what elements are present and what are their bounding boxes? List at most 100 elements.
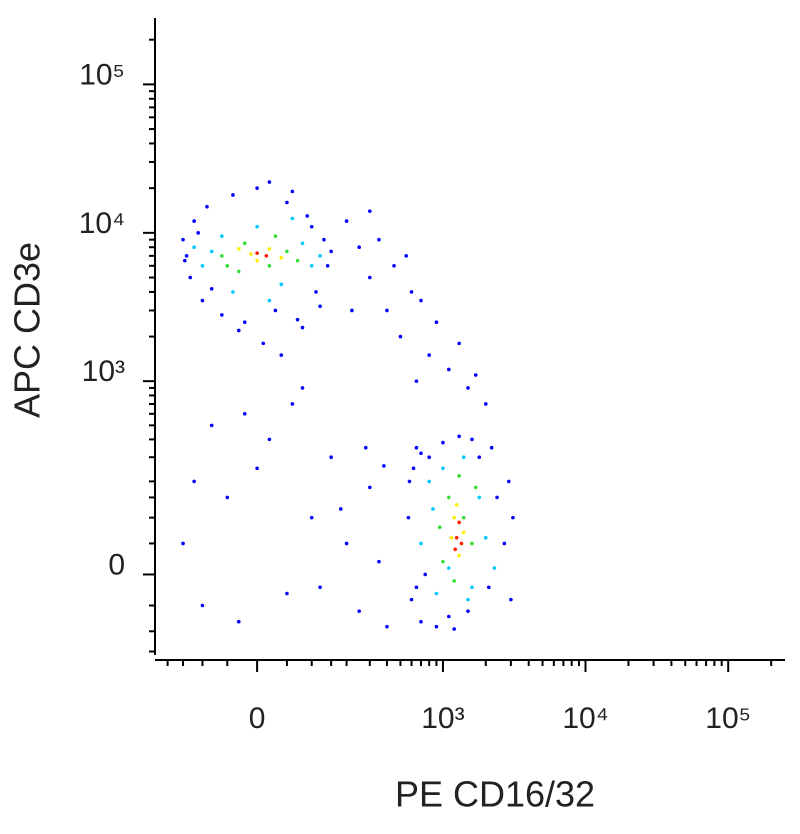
event-dot bbox=[314, 290, 318, 294]
event-dot bbox=[454, 535, 459, 540]
event-dot bbox=[368, 209, 372, 213]
event-dot bbox=[466, 386, 470, 390]
event-dot bbox=[295, 317, 300, 322]
event-dot bbox=[477, 495, 482, 500]
event-dot bbox=[267, 247, 272, 251]
event-dot bbox=[392, 263, 396, 268]
event-dot bbox=[447, 566, 451, 570]
event-dot bbox=[231, 290, 235, 294]
x-tick-label: 10⁴ bbox=[562, 702, 608, 735]
event-dot bbox=[427, 479, 431, 484]
event-dot bbox=[385, 308, 389, 313]
event-dot bbox=[255, 224, 259, 229]
event-dot bbox=[290, 402, 295, 406]
event-dot bbox=[344, 219, 349, 223]
event-dot bbox=[309, 224, 314, 229]
event-dot bbox=[363, 445, 368, 450]
event-dot bbox=[427, 455, 431, 460]
event-dot bbox=[242, 412, 247, 416]
event-dot bbox=[338, 507, 343, 511]
event-dot bbox=[406, 515, 411, 520]
event-dot bbox=[502, 541, 507, 546]
event-dot bbox=[449, 535, 454, 540]
event-dot bbox=[225, 495, 230, 500]
event-dot bbox=[205, 204, 209, 209]
event-dot bbox=[419, 451, 423, 456]
event-dot bbox=[407, 479, 412, 484]
event-dot bbox=[267, 263, 272, 268]
event-dot bbox=[489, 445, 494, 450]
event-dot bbox=[220, 254, 224, 258]
event-dot bbox=[236, 328, 241, 333]
event-dot bbox=[477, 455, 482, 460]
event-dot bbox=[255, 258, 259, 263]
event-dot bbox=[255, 251, 259, 255]
event-dot bbox=[279, 255, 284, 260]
event-dot bbox=[192, 245, 196, 250]
event-dot bbox=[419, 298, 423, 303]
event-dot bbox=[423, 572, 428, 577]
event-dot bbox=[385, 624, 389, 629]
event-dot bbox=[329, 249, 333, 254]
event-dot bbox=[305, 214, 310, 218]
event-dot bbox=[506, 479, 511, 484]
event-dot bbox=[483, 535, 488, 540]
event-dot bbox=[267, 298, 272, 303]
x-axis-label: PE CD16/32 bbox=[395, 774, 595, 815]
event-dot bbox=[454, 503, 459, 507]
event-dot bbox=[318, 585, 322, 590]
event-dot bbox=[483, 402, 488, 406]
event-dot bbox=[466, 609, 470, 613]
event-dot bbox=[461, 455, 466, 460]
event-dot bbox=[447, 614, 451, 619]
x-tick-label: 0 bbox=[249, 702, 266, 735]
event-dot bbox=[492, 566, 497, 570]
event-dot bbox=[318, 304, 322, 309]
event-dot bbox=[329, 455, 333, 460]
event-dot bbox=[466, 597, 470, 602]
event-dot bbox=[192, 479, 196, 484]
event-dot bbox=[447, 495, 451, 500]
event-dot bbox=[309, 515, 314, 520]
event-dot bbox=[437, 525, 442, 530]
event-dot bbox=[452, 515, 456, 520]
event-dot bbox=[249, 252, 253, 256]
event-dot bbox=[242, 241, 247, 246]
event-dot bbox=[441, 440, 445, 445]
event-dot bbox=[236, 269, 241, 274]
event-dot bbox=[220, 234, 224, 238]
event-dot bbox=[273, 234, 278, 238]
event-dot bbox=[261, 341, 266, 346]
event-dot bbox=[473, 485, 478, 490]
event-dot bbox=[184, 254, 189, 258]
event-dot bbox=[434, 320, 439, 325]
event-dot bbox=[452, 579, 456, 583]
event-dot bbox=[452, 627, 456, 631]
event-dot bbox=[196, 231, 200, 235]
event-dot bbox=[441, 466, 445, 471]
event-dot bbox=[457, 520, 461, 525]
x-tick-label: 10⁵ bbox=[705, 702, 751, 735]
event-dot bbox=[200, 298, 205, 303]
event-dot bbox=[509, 597, 513, 602]
event-dot bbox=[285, 249, 289, 254]
event-dot bbox=[285, 200, 289, 205]
event-dot bbox=[461, 530, 466, 535]
event-dot bbox=[181, 237, 185, 242]
y-tick-label: 10³ bbox=[82, 355, 125, 388]
event-dot bbox=[285, 591, 289, 596]
y-tick-label: 0 bbox=[108, 548, 125, 581]
event-dot bbox=[181, 541, 185, 546]
event-dot bbox=[300, 386, 305, 390]
event-dot bbox=[457, 553, 461, 558]
event-dot bbox=[325, 263, 330, 268]
event-dot bbox=[419, 619, 423, 624]
event-dot bbox=[441, 559, 445, 564]
event-dot bbox=[404, 254, 409, 258]
event-dot bbox=[279, 282, 284, 287]
event-dot bbox=[273, 308, 278, 313]
x-tick-label: 10³ bbox=[421, 702, 464, 735]
event-dot bbox=[322, 237, 326, 242]
event-dot bbox=[511, 515, 515, 520]
